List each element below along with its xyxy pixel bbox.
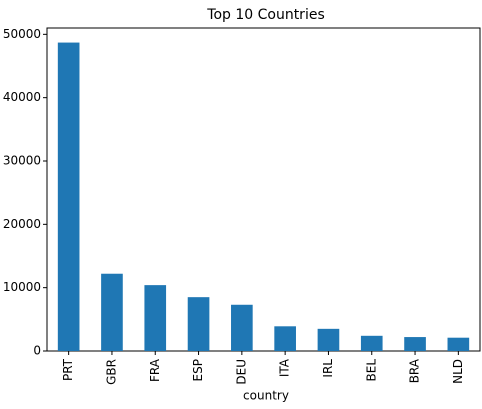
y-tick-label: 30000 [3, 154, 41, 168]
x-tick-label: PRT [61, 358, 75, 381]
x-tick-label: BEL [364, 359, 378, 382]
y-tick-label: 20000 [3, 217, 41, 231]
bar [187, 297, 210, 351]
x-tick-label: GBR [104, 359, 118, 385]
x-tick-label: IRL [321, 359, 335, 378]
x-tick-label: BRA [408, 358, 422, 383]
plot-frame [46, 27, 481, 352]
bar [447, 337, 470, 351]
bar [274, 326, 296, 351]
bar [231, 304, 253, 351]
bar [144, 285, 167, 351]
x-axis-label: country [243, 389, 289, 403]
x-tick-label: FRA [148, 358, 162, 382]
x-tick-label: ITA [278, 358, 292, 377]
bar [404, 337, 426, 351]
x-tick-label: ESP [191, 359, 205, 381]
y-tick-label: 40000 [3, 90, 41, 104]
bar [101, 273, 123, 351]
y-tick-label: 0 [33, 344, 41, 358]
bar [360, 335, 383, 351]
y-tick-label: 50000 [3, 27, 41, 41]
x-tick-label: NLD [451, 359, 465, 384]
chart-title: Top 10 Countries [206, 7, 324, 23]
y-tick-label: 10000 [3, 280, 41, 294]
bar [317, 328, 340, 351]
bar [57, 42, 80, 352]
x-tick-label: DEU [234, 359, 248, 385]
